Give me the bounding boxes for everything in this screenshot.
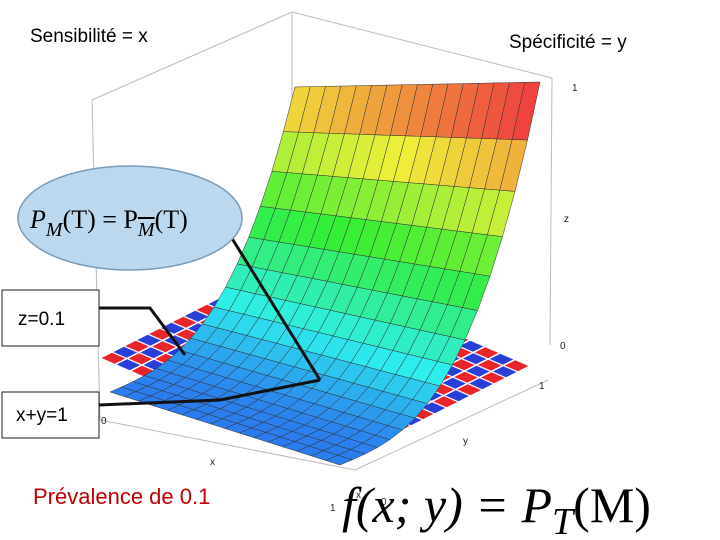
surface-patch	[511, 81, 541, 141]
formula-sub: M	[45, 219, 64, 241]
specificity-label: Spécificité = y	[509, 32, 627, 53]
line-label: x+y=1	[16, 405, 68, 426]
axis-label: 1	[330, 503, 336, 514]
axis-label: y	[463, 436, 468, 447]
sensitivity-label: Sensibilité = x	[30, 26, 148, 47]
formula-sub: M	[137, 219, 156, 241]
axis-label: 1	[572, 83, 578, 94]
formula-part: (x; y) = P	[356, 477, 552, 533]
formula-sub: T	[552, 501, 576, 540]
callout-ellipse	[17, 165, 243, 271]
axis-label: x	[356, 490, 361, 501]
axis-label: 0	[381, 497, 387, 508]
line-box	[1, 391, 100, 439]
main-formula: f(x; y) = PT(M)	[342, 477, 651, 540]
callout-formula: PM(T) = PM(T)	[29, 205, 188, 241]
axis-label: 0	[101, 416, 107, 427]
formula-part: (T) = P	[63, 205, 138, 234]
axis-label: x	[210, 457, 215, 468]
prevalence-label: Prévalence de 0.1	[33, 484, 210, 509]
axis-label: 0	[560, 341, 566, 352]
axis-label: z	[564, 214, 569, 225]
formula-part: (T)	[155, 205, 188, 234]
formula-part: P	[29, 205, 46, 234]
plane-label: z=0.1	[18, 309, 65, 330]
surface	[109, 81, 541, 466]
connectors	[98, 231, 322, 407]
axis-label: 1	[539, 381, 545, 392]
formula-part: (M)	[573, 477, 651, 533]
plane-box	[1, 289, 100, 347]
